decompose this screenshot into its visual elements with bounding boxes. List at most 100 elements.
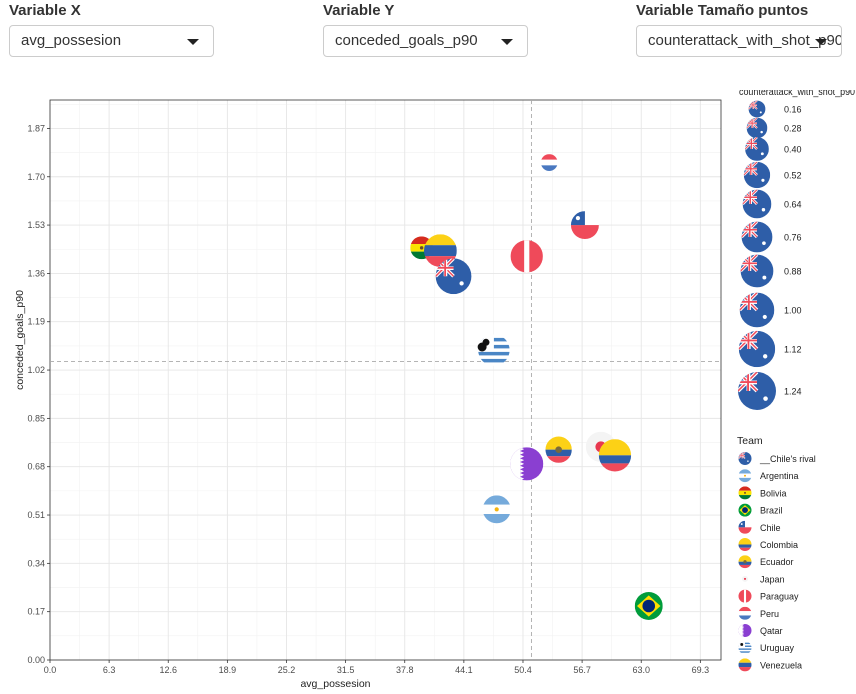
point-qatar [510,447,544,481]
team-legend-key-peru [738,606,752,620]
y-tick-label: 0.34 [27,558,45,568]
size-legend-label: 0.40 [784,145,802,155]
y-tick-label: 0.68 [27,462,45,472]
team-legend-label: __Chile's rival [759,454,816,464]
variable-size-select[interactable]: counterattack_with_shot_p90 [636,25,842,57]
team-legend-label: Bolivia [760,488,787,498]
variable-y-select[interactable]: conceded_goals_p90 [323,25,528,57]
x-tick-label: 12.6 [159,665,177,675]
y-tick-label: 0.00 [27,655,45,665]
x-tick-label: 18.9 [219,665,237,675]
point-chile [570,211,599,240]
team-legend-label: Brazil [760,506,783,516]
size-legend-label: 0.76 [784,233,802,243]
team-legend-key-chile-s-rival [738,452,752,465]
team-legend-label: Peru [760,609,779,619]
team-legend-key-japan [742,575,748,582]
team-legend-label: Colombia [760,540,798,550]
y-tick-label: 0.17 [27,607,45,617]
variable-x-value: avg_possesion [21,32,122,49]
x-tick-label: 31.5 [337,665,355,675]
point-brazil [634,592,663,620]
team-legend-label: Chile [760,523,781,533]
uruguay-sun-mark [477,342,487,352]
size-legend-label: 1.12 [784,345,802,355]
x-tick-label: 0.0 [44,665,57,675]
size-legend-key-0.64 [742,189,772,219]
y-tick-label: 1.19 [27,317,45,327]
team-legend-key-venezuela [738,658,752,672]
team-legend-label: Qatar [760,626,783,636]
team-legend-key-bolivia [738,486,752,500]
point-chile-s-rival [435,258,472,295]
variable-x-label: Variable X [9,2,81,19]
size-legend-label: 0.16 [784,105,802,115]
size-legend-key-1.12 [738,330,776,368]
scatter-chart: 0.0 6.3 12.6 18.9 25.2 31.5 37.8 44.1 50.4 56.7 63… [14,90,855,690]
chevron-down-icon [815,39,827,45]
size-legend-label: 1.24 [784,387,802,397]
point-uruguay [478,334,510,366]
y-axis-title: conceded_goals_p90 [14,290,26,390]
team-legend-label: Uruguay [760,643,795,653]
size-legend-label: 0.28 [784,124,802,134]
size-legend-label: 0.88 [784,267,802,277]
variable-size-value: counterattack_with_shot_p90 [648,32,842,49]
team-legend-key-argentina [738,469,752,483]
size-legend-title: counterattack_with_shot_p90 [739,90,855,98]
team-legend-key-qatar [738,624,752,637]
team-legend-key-ecuador [738,555,752,569]
y-tick-label: 1.36 [27,268,45,278]
team-legend-label: Venezuela [760,660,802,670]
x-tick-label: 25.2 [278,665,296,675]
y-tick-label: 1.70 [27,172,45,182]
point-ecuador [545,436,572,463]
y-tick-label: 1.02 [27,365,45,375]
size-legend-key-0.76 [741,221,773,253]
chevron-down-icon [187,39,199,45]
size-legend-key-1.00 [739,292,775,328]
size-legend-label: 0.64 [784,200,802,210]
size-legend-key-0.40 [745,137,769,161]
size-legend-key-0.52 [743,161,771,189]
point-bolivia [410,236,434,260]
point-paraguay [510,240,543,273]
plot-panel-border [49,99,722,661]
size-legend-label: 0.52 [784,171,802,181]
size-legend-key-1.24 [738,372,776,410]
size-legend-label: 1.00 [784,306,802,316]
y-tick-label: 1.53 [27,220,45,230]
x-tick-label: 63.0 [632,665,650,675]
x-axis-title: avg_possesion [300,678,370,690]
team-legend-key-paraguay [738,589,752,603]
point-colombia [598,439,632,472]
team-legend-key-uruguay [738,641,752,655]
chevron-down-icon [501,39,513,45]
size-legend-key-0.28 [746,117,768,139]
x-tick-label: 37.8 [396,665,414,675]
variable-y-label: Variable Y [323,2,395,19]
team-legend-key-brazil [738,503,752,517]
y-tick-label: 0.85 [27,413,45,423]
variable-y-value: conceded_goals_p90 [335,32,478,49]
x-tick-label: 50.4 [514,665,532,675]
variable-x-select[interactable]: avg_possesion [9,25,214,57]
point-venezuela [424,234,457,268]
size-legend-key-0.88 [740,254,774,288]
variable-size-label: Variable Tamaño puntos [636,2,809,19]
team-legend-label: Paraguay [760,592,799,602]
point-argentina [482,495,511,524]
x-tick-label: 69.3 [692,665,710,675]
x-tick-label: 44.1 [455,665,473,675]
x-tick-label: 56.7 [573,665,591,675]
size-legend-key-0.16 [748,100,766,118]
team-legend-key-colombia [738,538,752,551]
team-legend-label: Japan [760,574,785,584]
point-peru [540,154,558,171]
team-legend-label: Ecuador [760,557,794,567]
team-legend-key-chile [738,520,752,534]
y-tick-label: 0.51 [27,510,45,520]
team-legend-title: Team [737,435,763,447]
team-legend-label: Argentina [760,471,799,481]
y-tick-label: 1.87 [27,123,45,133]
